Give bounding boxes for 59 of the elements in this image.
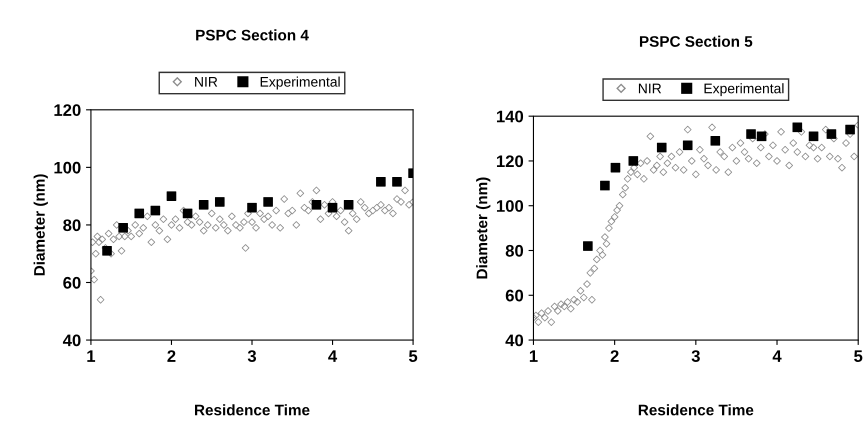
y-tick-label: 120 — [54, 104, 81, 116]
x-axis-title: Residence Time — [638, 404, 754, 416]
point — [792, 122, 802, 132]
y-tick-label: 100 — [54, 162, 81, 174]
y-axis-title: Diameter (nm) — [476, 178, 490, 278]
point — [182, 208, 192, 218]
point — [682, 140, 693, 150]
point — [263, 197, 273, 207]
y-tick-label: 60 — [506, 290, 524, 302]
point — [247, 202, 257, 212]
x-tick-label: 2 — [610, 350, 619, 362]
y-tick-label: 80 — [506, 244, 524, 257]
y-tick-label: 120 — [496, 155, 524, 168]
x-tick-label: 2 — [167, 350, 176, 362]
legend-label: NIR — [195, 77, 218, 87]
point — [710, 136, 720, 146]
point — [150, 206, 160, 216]
x-tick-label: 1 — [87, 350, 96, 362]
point — [312, 200, 322, 210]
legend-label: Experimental — [704, 83, 784, 96]
point — [198, 200, 208, 210]
point — [214, 197, 225, 207]
x-tick-label: 3 — [692, 350, 700, 362]
x-tick-label: 4 — [328, 350, 338, 362]
y-axis-title: Diameter (nm) — [34, 174, 48, 276]
point — [328, 202, 338, 212]
y-tick-label: 40 — [62, 334, 81, 346]
x-tick-label: 5 — [854, 350, 862, 362]
chart-title: PSPC Section 4 — [196, 29, 309, 41]
point — [628, 156, 638, 166]
x-tick-label: 4 — [772, 350, 782, 362]
y-tick-label: 80 — [63, 219, 81, 232]
legend-label: NIR — [638, 84, 662, 94]
point — [134, 208, 144, 218]
y-tick-label: 100 — [496, 200, 524, 212]
point — [392, 176, 402, 187]
point — [600, 180, 610, 190]
point — [756, 132, 766, 142]
point — [826, 129, 836, 139]
point — [845, 124, 855, 134]
x-tick-label: 5 — [408, 350, 418, 362]
point — [118, 223, 128, 233]
x-tick-label: 1 — [530, 350, 538, 362]
legend-label: Experimental — [260, 76, 340, 90]
point — [610, 162, 620, 172]
y-tick-label: 40 — [505, 334, 524, 346]
x-tick-label: 3 — [248, 350, 256, 362]
chart-title: PSPC Section 5 — [640, 36, 752, 47]
y-tick-label: 60 — [63, 276, 81, 289]
point — [102, 246, 112, 256]
point — [808, 132, 818, 142]
point — [376, 176, 386, 187]
point — [166, 191, 176, 201]
point — [344, 200, 354, 210]
y-tick-label: 140 — [496, 110, 524, 122]
point — [583, 241, 593, 251]
point — [746, 129, 756, 139]
x-axis-title: Residence Time — [195, 404, 310, 416]
point — [656, 142, 667, 152]
